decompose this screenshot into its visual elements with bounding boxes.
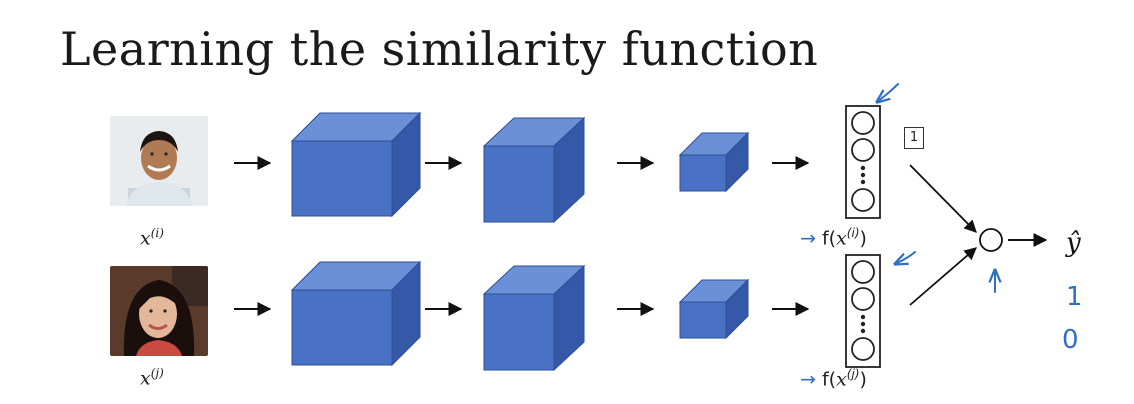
feature-label-j: → f(x(j)) xyxy=(800,367,867,391)
box-number-label: 1 xyxy=(904,127,924,149)
face-photo-male-icon xyxy=(110,116,208,206)
handwritten-output-zero: 0 xyxy=(1062,325,1079,355)
conv-cube-1b xyxy=(290,260,422,367)
slide-title: Learning the similarity function xyxy=(60,22,819,76)
conv-cube-3a xyxy=(678,131,750,193)
face-photo-female-icon xyxy=(110,266,208,356)
conv-cube-2a xyxy=(482,116,586,224)
neuron-icon xyxy=(979,228,1003,252)
conv-cube-2b xyxy=(482,264,586,372)
input-label-i: x(i) xyxy=(140,226,164,250)
handwritten-output-one: 1 xyxy=(1066,282,1083,312)
output-label: ŷ xyxy=(1066,228,1081,258)
arrow-icon xyxy=(909,164,977,233)
input-label-j: x(j) xyxy=(140,366,164,390)
conv-cube-1a xyxy=(290,111,422,218)
arrow-icon xyxy=(909,247,977,306)
conv-cube-3b xyxy=(678,278,750,340)
feature-label-i: → f(x(i)) xyxy=(800,226,867,250)
feature-vector-j xyxy=(845,254,881,368)
handwritten-annotations xyxy=(877,83,995,293)
feature-vector-i xyxy=(845,105,881,219)
